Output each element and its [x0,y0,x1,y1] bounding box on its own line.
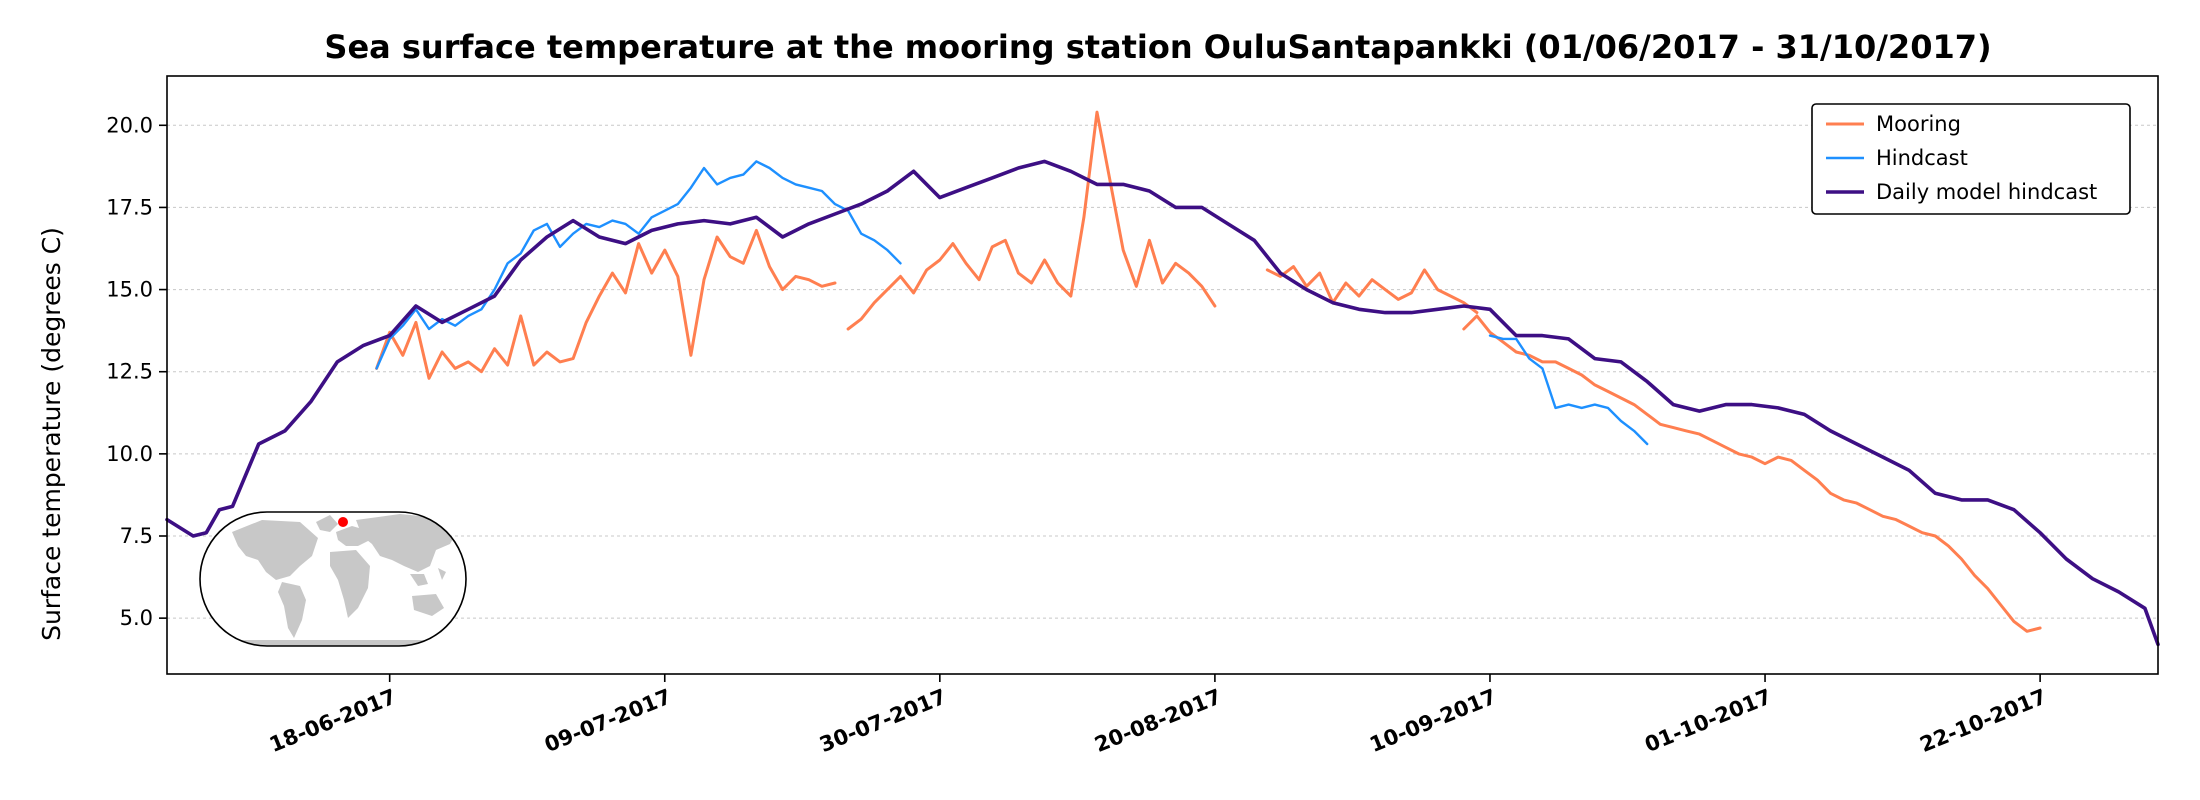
series-2 [165,159,2160,647]
legend-label: Daily model hindcast [1876,180,2097,204]
series-1 [375,160,1649,446]
series-line [375,160,902,370]
series-line [375,228,837,380]
legend-box [1811,103,2131,215]
series-layer [165,110,2160,647]
x-tick-label: 09-07-2017 [541,684,675,757]
series-line [1265,265,1479,315]
y-tick-label: 5.0 [120,606,153,630]
x-tick-label: 18-06-2017 [266,684,400,757]
series-0 [375,110,2042,633]
x-tick-label: 30-07-2017 [816,684,950,757]
series-line [1462,314,2042,633]
y-tick-label: 17.5 [106,195,153,219]
map-outline [199,511,467,647]
legend: Mooring Hindcast Daily model hindcast [1811,103,2131,215]
x-tick-label: 10-09-2017 [1366,684,1500,757]
series-line [1488,334,1649,446]
x-tick-label: 20-08-2017 [1091,684,1225,757]
y-tick-label: 10.0 [106,442,153,466]
y-tick-label: 12.5 [106,360,153,384]
world-map-inset [199,511,467,647]
y-tick-label: 20.0 [106,113,153,137]
plot-frame [166,75,2159,675]
legend-label: Hindcast [1876,146,1968,170]
station-marker [338,517,348,527]
y-tick-label: 7.5 [120,524,153,548]
legend-label: Mooring [1876,112,1961,136]
y-tick-label: 15.0 [106,278,153,302]
series-line [846,110,1217,331]
x-tick-label: 22-10-2017 [1916,684,2050,757]
series-line [165,159,2160,647]
chart-title: Sea surface temperature at the mooring s… [324,28,1991,66]
y-axis-label: Surface temperature (degrees C) [37,227,66,641]
x-tick-label: 01-10-2017 [1641,684,1775,757]
